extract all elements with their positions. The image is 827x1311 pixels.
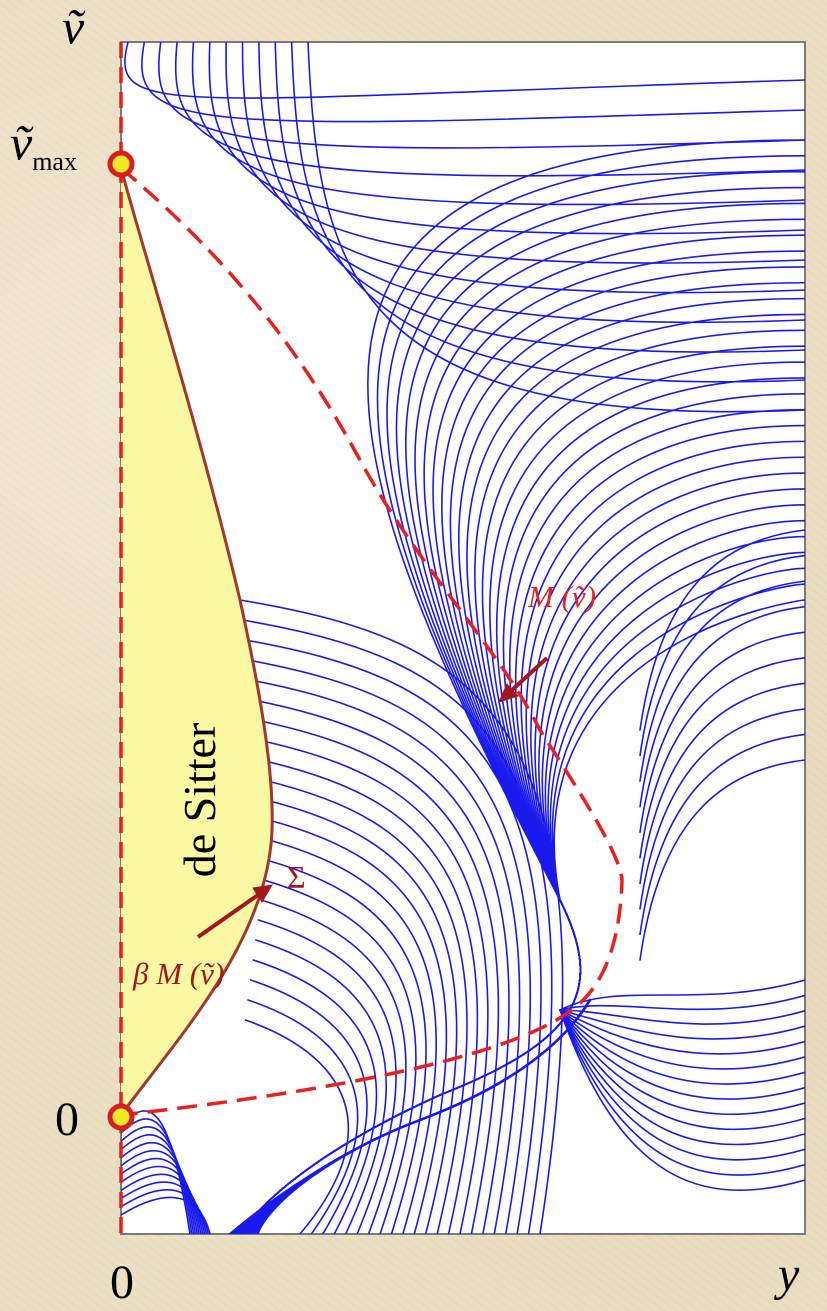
flow-line [559,1009,805,1176]
v-max-subscript: max [32,147,77,176]
flow-line [265,859,427,1234]
flow-line [639,708,805,910]
flow-line [246,659,532,1234]
sigma-label: Σ [287,859,306,895]
flow-line [258,42,805,324]
flow-line [639,529,805,731]
v-max-symbol: ṽ [10,115,34,171]
flow-line [121,1173,206,1234]
flow-line [559,1009,805,1070]
flow-line [257,739,489,1234]
flow-line [225,42,805,264]
m-curve-dashed [119,166,624,1117]
flow-line [639,759,805,961]
flow-line [255,939,387,1234]
de-sitter-label: de Sitter [174,723,225,878]
point-marker-origin [107,1103,135,1131]
flow-line [241,619,553,1234]
sigma-boundary-curve [119,167,274,1116]
flow-line [121,1126,195,1234]
flow-line [559,1009,805,1131]
flow-line [257,919,397,1234]
flow-line [559,1009,805,1146]
flow-line [262,779,468,1234]
flow-line [252,699,510,1234]
de-sitter-region [121,168,273,1115]
flow-line [559,1009,805,1191]
flow-line [639,631,805,834]
flow-line [121,1149,200,1234]
flow-line [121,1157,202,1234]
zero-tick-left: 0 [55,1093,79,1146]
flow-line [559,1009,805,1025]
x-axis-label: y [773,1248,800,1301]
m-curve-label: M (ṽ) [527,579,596,614]
flow-line [259,759,479,1234]
flow-line [208,42,805,235]
flow-line [262,879,417,1234]
flow-line [124,42,805,99]
flow-line [174,42,805,177]
point-marker-vmax [107,150,135,178]
flow-line [244,1019,350,1234]
flow-line [239,599,564,1234]
flow-line [121,1196,211,1234]
flow-line [244,639,542,1234]
flow-line [239,599,805,1234]
flow-line [559,1009,805,1115]
flow-line [252,959,378,1234]
v-max-tick-label: ṽmax [10,115,77,176]
flow-line [639,554,805,757]
flow-line [639,605,805,808]
arrow-sigma [196,884,273,939]
flow-line [121,1189,209,1234]
flow-line [290,42,805,383]
flow-line [639,580,805,782]
flow-line [559,994,805,1011]
flow-line [249,979,368,1234]
zero-tick-bottom: 0 [110,1256,134,1309]
beta-m-label: β M (ṽ) [132,956,224,991]
flow-line [141,42,805,123]
arrow-m-curve [498,656,549,703]
flow-line [559,1009,805,1040]
flow-line [267,819,448,1234]
y-axis-label: ṽ [62,0,86,55]
flow-line [191,42,805,206]
flow-line [247,999,359,1234]
flow-line [307,42,805,413]
flow-line [260,899,407,1234]
flow-line [559,1009,805,1100]
flow-line [121,1134,197,1234]
flow-line [254,719,500,1234]
flow-line [559,1009,805,1161]
flow-line [265,799,458,1234]
flow-line [559,1009,805,1085]
flow-line [121,1181,208,1234]
flow-line [639,656,805,859]
flow-line [639,682,805,885]
flow-line [121,1165,204,1234]
flow-lines [121,42,805,1234]
flow-line [268,839,438,1234]
flow-line [639,733,805,936]
flow-line [249,679,521,1234]
flow-line [559,1009,805,1055]
